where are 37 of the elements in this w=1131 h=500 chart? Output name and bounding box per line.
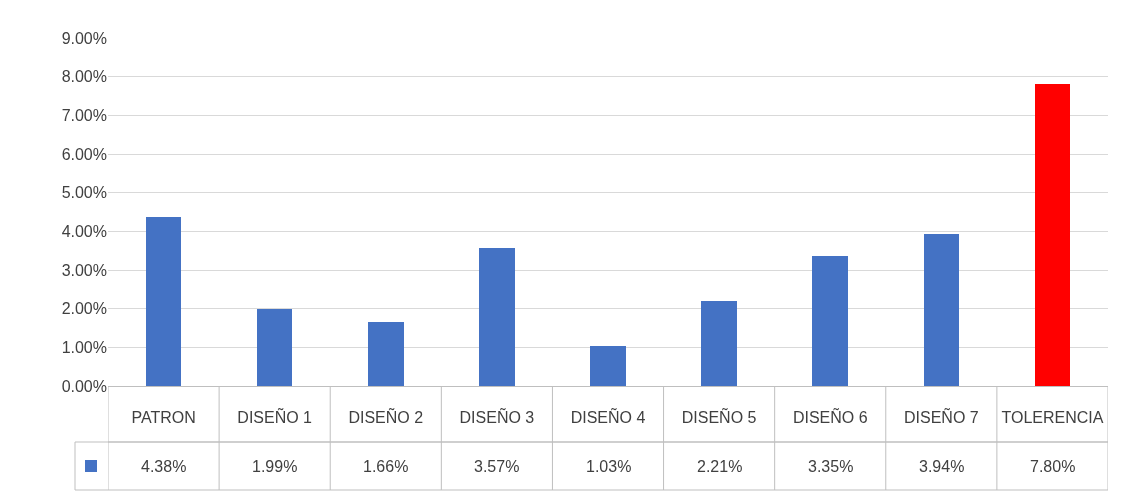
data-label: 2.21%: [697, 458, 743, 475]
bar: [256, 309, 293, 386]
x-tick-label: DISEÑO 1: [237, 407, 313, 427]
y-tick-label: 2.00%: [61, 300, 107, 318]
y-tick-label: 0.00%: [61, 377, 107, 395]
data-label: 1.99%: [252, 458, 298, 475]
x-tick-label: TOLERENCIA: [1001, 409, 1104, 427]
data-label: 3.94%: [919, 458, 965, 475]
bar: [145, 216, 182, 386]
bar: [812, 256, 848, 386]
x-tick-label: DISEÑO 3: [459, 407, 535, 427]
x-tick-label: PATRON: [131, 409, 196, 427]
bar: [923, 233, 960, 386]
y-tick-label: 5.00%: [61, 184, 107, 202]
x-tick-label: DISEÑO 5: [681, 407, 757, 427]
x-tick-label: DISEÑO 4: [570, 407, 646, 427]
y-tick-label: 4.00%: [61, 222, 107, 240]
y-tick-label: 3.00%: [61, 261, 107, 279]
y-tick-label: 9.00%: [61, 29, 107, 47]
bar: [479, 247, 515, 386]
data-label: 7.80%: [1030, 458, 1076, 475]
bar: [368, 321, 404, 386]
data-label: 4.38%: [141, 458, 187, 475]
x-tick-label: DISEÑO 6: [792, 407, 868, 427]
data-label: 1.66%: [363, 458, 409, 475]
y-tick-label: 8.00%: [61, 68, 107, 86]
data-label: 3.35%: [808, 458, 854, 475]
bar: [590, 346, 626, 386]
x-tick-label: DISEÑO 7: [903, 407, 979, 427]
data-label: 1.03%: [586, 458, 632, 475]
bar: [1034, 84, 1071, 386]
bar: [701, 300, 737, 386]
x-tick-label: DISEÑO 2: [348, 407, 424, 427]
y-tick-label: 7.00%: [61, 106, 107, 124]
y-tick-label: 1.00%: [61, 338, 107, 356]
y-tick-label: 6.00%: [61, 145, 107, 163]
data-label: 3.57%: [474, 458, 520, 475]
